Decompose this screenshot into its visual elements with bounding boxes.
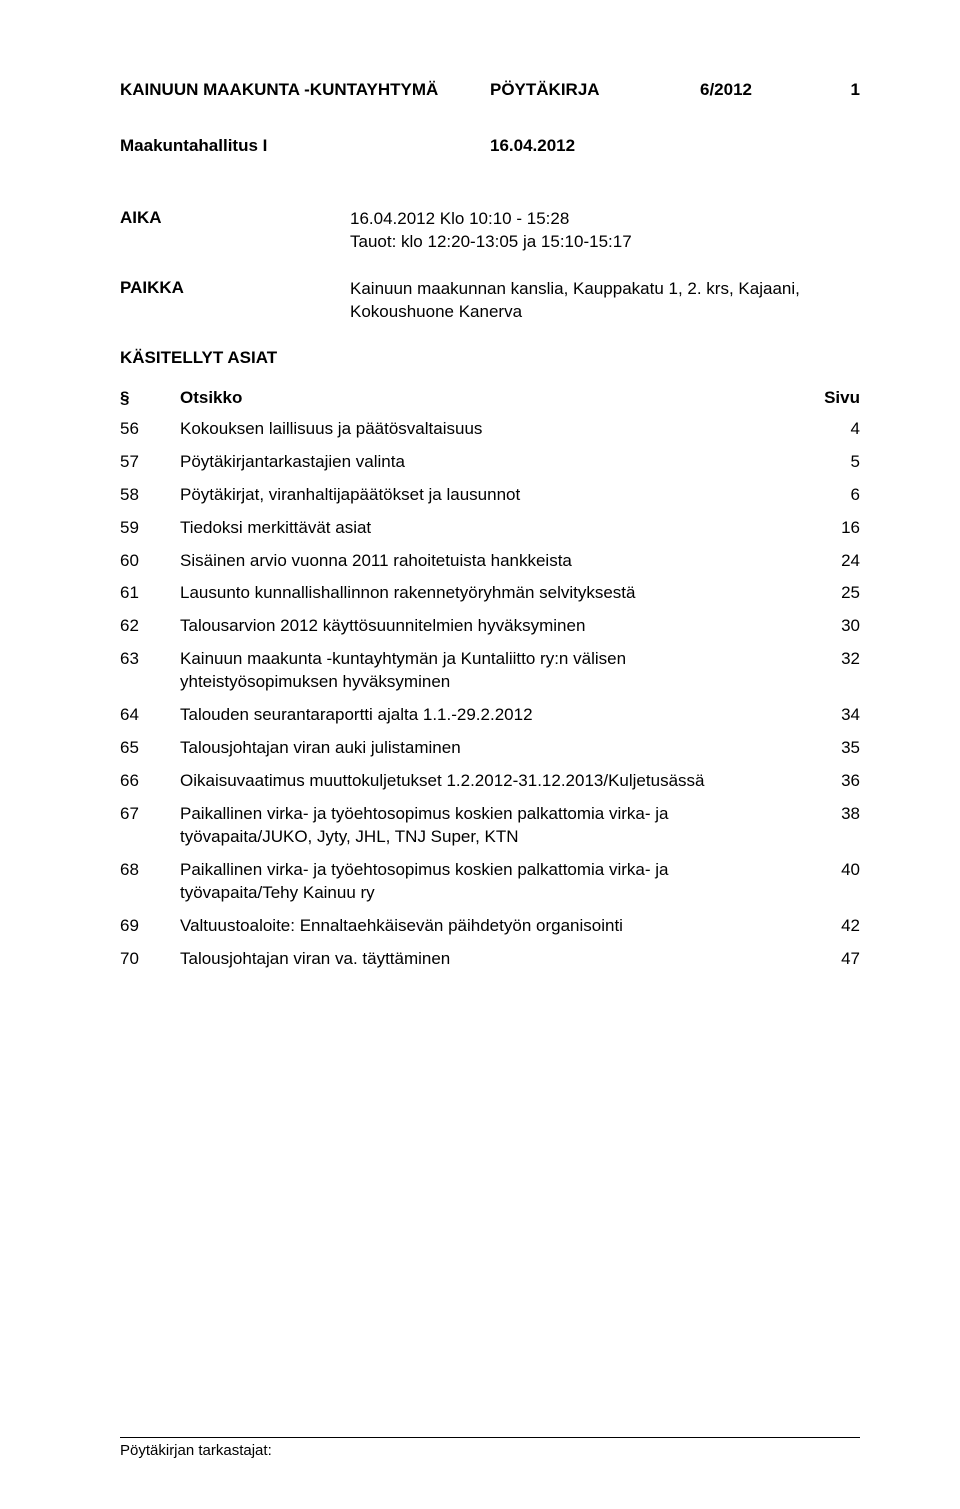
row-page: 34: [800, 704, 860, 727]
table-row: 60Sisäinen arvio vuonna 2011 rahoitetuis…: [120, 550, 860, 573]
cases-heading: KÄSITELLYT ASIAT: [120, 348, 860, 368]
table-row: 63Kainuun maakunta -kuntayhtymän ja Kunt…: [120, 648, 860, 694]
row-title: Sisäinen arvio vuonna 2011 rahoitetuista…: [180, 550, 800, 573]
table-row: 57Pöytäkirjantarkastajien valinta5: [120, 451, 860, 474]
row-title: Talousarvion 2012 käyttösuunnitelmien hy…: [180, 615, 800, 638]
table-row: 66Oikaisuvaatimus muuttokuljetukset 1.2.…: [120, 770, 860, 793]
agenda-table-body: 56Kokouksen laillisuus ja päätösvaltaisu…: [120, 418, 860, 971]
row-title: Lausunto kunnallishallinnon rakennetyöry…: [180, 582, 800, 605]
row-page: 42: [800, 915, 860, 938]
info-place-label: PAIKKA: [120, 278, 350, 324]
row-page: 6: [800, 484, 860, 507]
row-page: 47: [800, 948, 860, 971]
header-page-number: 1: [810, 80, 860, 100]
row-page: 5: [800, 451, 860, 474]
row-number: 66: [120, 770, 180, 793]
info-time-row: AIKA 16.04.2012 Klo 10:10 - 15:28 Tauot:…: [120, 208, 860, 254]
agenda-table-header: § Otsikko Sivu: [120, 388, 860, 408]
row-title: Pöytäkirjat, viranhaltijapäätökset ja la…: [180, 484, 800, 507]
info-time-label: AIKA: [120, 208, 350, 254]
row-number: 65: [120, 737, 180, 760]
row-number: 60: [120, 550, 180, 573]
row-title: Talouden seurantaraportti ajalta 1.1.-29…: [180, 704, 800, 727]
subheader-date: 16.04.2012: [490, 136, 860, 156]
row-page: 40: [800, 859, 860, 905]
row-number: 63: [120, 648, 180, 694]
table-row: 67Paikallinen virka- ja työehtosopimus k…: [120, 803, 860, 849]
page-footer: Pöytäkirjan tarkastajat:: [120, 1437, 860, 1459]
info-time-value: 16.04.2012 Klo 10:10 - 15:28 Tauot: klo …: [350, 208, 860, 254]
row-title: Talousjohtajan viran va. täyttäminen: [180, 948, 800, 971]
header-doc-type: PÖYTÄKIRJA: [490, 80, 700, 100]
table-row: 58Pöytäkirjat, viranhaltijapäätökset ja …: [120, 484, 860, 507]
document-page: KAINUUN MAAKUNTA -KUNTAYHTYMÄ PÖYTÄKIRJA…: [0, 0, 960, 1509]
row-number: 59: [120, 517, 180, 540]
info-place-value: Kainuun maakunnan kanslia, Kauppakatu 1,…: [350, 278, 860, 324]
row-title: Kokouksen laillisuus ja päätösvaltaisuus: [180, 418, 800, 441]
table-row: 70Talousjohtajan viran va. täyttäminen47: [120, 948, 860, 971]
footer-text: Pöytäkirjan tarkastajat:: [120, 1442, 272, 1459]
row-number: 57: [120, 451, 180, 474]
row-page: 30: [800, 615, 860, 638]
header-doc-number: 6/2012: [700, 80, 810, 100]
row-title: Talousjohtajan viran auki julistaminen: [180, 737, 800, 760]
row-page: 24: [800, 550, 860, 573]
row-page: 38: [800, 803, 860, 849]
header-organization: KAINUUN MAAKUNTA -KUNTAYHTYMÄ: [120, 80, 490, 100]
row-number: 69: [120, 915, 180, 938]
th-page: Sivu: [800, 388, 860, 408]
row-number: 70: [120, 948, 180, 971]
table-row: 62Talousarvion 2012 käyttösuunnitelmien …: [120, 615, 860, 638]
table-row: 59Tiedoksi merkittävät asiat16: [120, 517, 860, 540]
row-number: 56: [120, 418, 180, 441]
row-page: 32: [800, 648, 860, 694]
subheader-committee: Maakuntahallitus I: [120, 136, 490, 156]
row-page: 16: [800, 517, 860, 540]
table-row: 56Kokouksen laillisuus ja päätösvaltaisu…: [120, 418, 860, 441]
table-row: 68Paikallinen virka- ja työehtosopimus k…: [120, 859, 860, 905]
row-number: 68: [120, 859, 180, 905]
row-number: 62: [120, 615, 180, 638]
table-row: 61Lausunto kunnallishallinnon rakennetyö…: [120, 582, 860, 605]
row-page: 35: [800, 737, 860, 760]
row-page: 25: [800, 582, 860, 605]
row-number: 64: [120, 704, 180, 727]
row-page: 36: [800, 770, 860, 793]
row-title: Kainuun maakunta -kuntayhtymän ja Kuntal…: [180, 648, 800, 694]
th-title: Otsikko: [180, 388, 800, 408]
info-place-row: PAIKKA Kainuun maakunnan kanslia, Kauppa…: [120, 278, 860, 324]
row-title: Pöytäkirjantarkastajien valinta: [180, 451, 800, 474]
row-title: Paikallinen virka- ja työehtosopimus kos…: [180, 803, 800, 849]
row-number: 58: [120, 484, 180, 507]
table-row: 69Valtuustoaloite: Ennaltaehkäisevän päi…: [120, 915, 860, 938]
row-title: Paikallinen virka- ja työehtosopimus kos…: [180, 859, 800, 905]
row-number: 61: [120, 582, 180, 605]
table-row: 64Talouden seurantaraportti ajalta 1.1.-…: [120, 704, 860, 727]
row-number: 67: [120, 803, 180, 849]
row-title: Oikaisuvaatimus muuttokuljetukset 1.2.20…: [180, 770, 800, 793]
row-title: Valtuustoaloite: Ennaltaehkäisevän päihd…: [180, 915, 800, 938]
th-number: §: [120, 388, 180, 408]
agenda-table: § Otsikko Sivu 56Kokouksen laillisuus ja…: [120, 388, 860, 971]
table-row: 65Talousjohtajan viran auki julistaminen…: [120, 737, 860, 760]
row-page: 4: [800, 418, 860, 441]
row-title: Tiedoksi merkittävät asiat: [180, 517, 800, 540]
footer-divider: [120, 1437, 860, 1438]
document-header: KAINUUN MAAKUNTA -KUNTAYHTYMÄ PÖYTÄKIRJA…: [120, 80, 860, 100]
document-subheader: Maakuntahallitus I 16.04.2012: [120, 136, 860, 156]
